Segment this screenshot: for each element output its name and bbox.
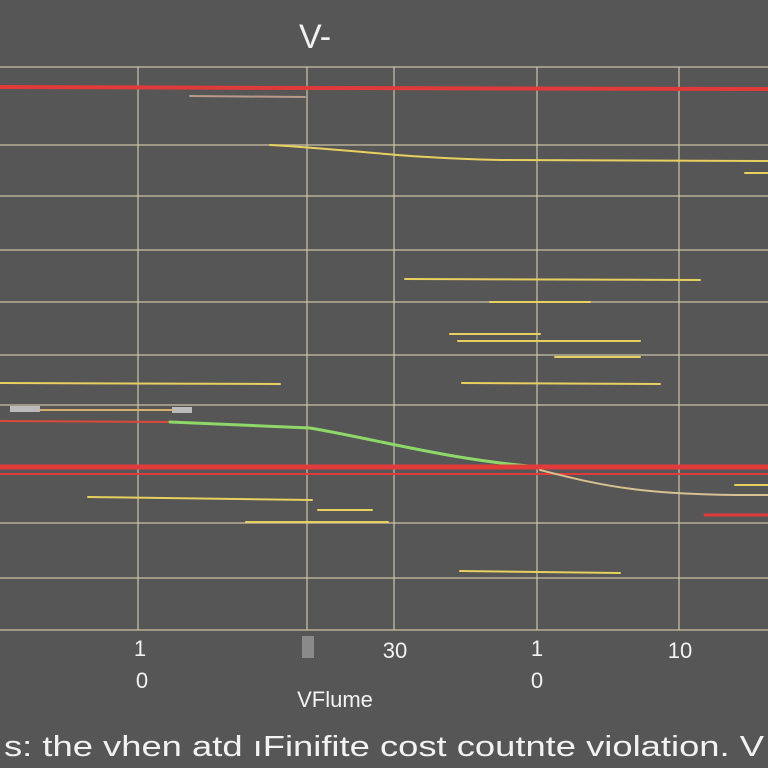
marker	[10, 406, 40, 412]
title: V-	[299, 18, 331, 56]
tick-label: 10	[668, 638, 692, 663]
tick-label: 0	[136, 668, 148, 693]
line	[404, 278, 701, 281]
tick-label: 1	[531, 636, 543, 661]
red-line	[0, 85, 768, 91]
line	[0, 382, 281, 385]
green-line	[168, 420, 542, 469]
grid	[0, 66, 768, 631]
red-line	[0, 420, 171, 423]
line	[459, 570, 621, 574]
tick-label: 0	[531, 668, 543, 693]
line	[539, 469, 768, 497]
line	[461, 382, 661, 385]
marker	[302, 636, 314, 658]
marker	[172, 407, 192, 413]
tick-label: 30	[383, 638, 407, 663]
line	[87, 496, 313, 501]
decorative-lines	[0, 85, 768, 574]
line	[189, 95, 306, 98]
caption: s: the vhen atd ıFinifite cost coutnte v…	[4, 731, 765, 763]
axis-label: VFlume	[297, 687, 373, 712]
yellow-line	[269, 144, 768, 162]
tick-label: 1	[134, 636, 146, 661]
